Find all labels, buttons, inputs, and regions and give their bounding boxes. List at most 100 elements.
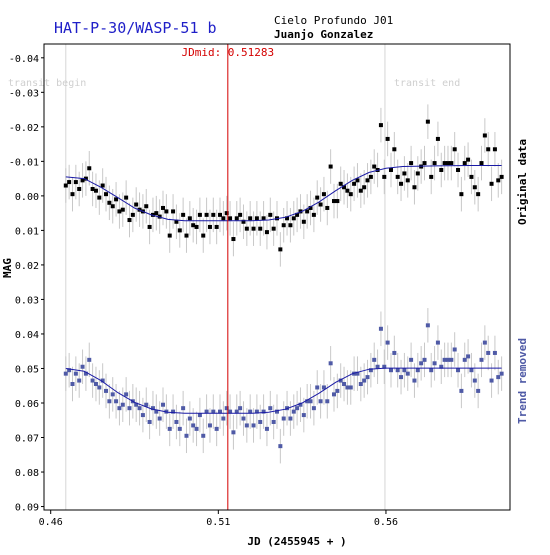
trend-data-point: [268, 406, 273, 411]
original-data-point: [482, 133, 487, 138]
trend-data-point: [382, 364, 387, 369]
trend-data-point: [476, 388, 481, 393]
original-data-point: [385, 136, 390, 141]
trend-data-point: [342, 382, 347, 387]
trend-data-point: [73, 371, 78, 376]
trend-data-point: [107, 399, 112, 404]
trend-data-point: [221, 416, 226, 421]
y-tick-label: -0.01: [9, 157, 39, 168]
original-data-point: [439, 167, 444, 172]
trend-data-point: [338, 378, 343, 383]
trend-data-point: [231, 430, 236, 435]
trend-data-point: [258, 419, 263, 424]
transit-begin-label: transit begin: [8, 78, 86, 89]
trend-data-point: [191, 423, 196, 428]
original-data-point: [197, 212, 202, 217]
trend-data-point: [345, 385, 350, 390]
trend-data-point: [315, 385, 320, 390]
original-data-point: [207, 224, 212, 229]
y-tick-label: 0.08: [15, 468, 39, 479]
original-data-point: [154, 211, 159, 216]
original-data-point: [445, 161, 450, 166]
trend-data-point: [87, 357, 92, 362]
trend-data-point: [194, 426, 199, 431]
trend-data-point: [177, 426, 182, 431]
original-data-point: [318, 202, 323, 207]
trend-data-point: [388, 368, 393, 373]
trend-data-point: [93, 382, 98, 387]
trend-data-point: [204, 409, 209, 414]
trend-data-point: [479, 357, 484, 362]
trend-data-point: [174, 419, 179, 424]
trend-data-point: [197, 413, 202, 418]
original-data-point: [472, 185, 477, 190]
original-data-point: [77, 186, 82, 191]
trend-data-point: [218, 409, 223, 414]
x-tick-label: 0.51: [206, 517, 230, 528]
trend-data-point: [124, 392, 129, 397]
trend-data-point: [318, 399, 323, 404]
original-data-point: [392, 147, 397, 152]
trend-data-point: [452, 347, 457, 352]
trend-data-point: [100, 378, 105, 383]
trend-data-point: [248, 409, 253, 414]
trend-data-point: [442, 357, 447, 362]
original-data-point: [358, 188, 363, 193]
original-data-point: [311, 212, 316, 217]
original-data-point: [405, 178, 410, 183]
trend-data-point: [331, 392, 336, 397]
trend-data-point: [355, 371, 360, 376]
original-data-point: [382, 174, 387, 179]
y-tick-label: 0.07: [15, 434, 39, 445]
trend-data-point: [415, 368, 420, 373]
trend-data-point: [469, 368, 474, 373]
trend-data-point: [110, 392, 115, 397]
trend-data-point: [308, 399, 313, 404]
trend-data-point: [405, 371, 410, 376]
original-data-point: [425, 119, 430, 124]
x-axis-label: JD (2455945 + ): [247, 535, 346, 548]
trend-data-point: [214, 426, 219, 431]
trend-data-point: [161, 402, 166, 407]
y-tick-label: -0.04: [9, 54, 39, 65]
y-tick-label: 0.02: [15, 261, 39, 272]
original-data-point: [348, 192, 353, 197]
trend-data-point: [288, 416, 293, 421]
observatory-name: Cielo Profundo J01: [274, 14, 393, 27]
trend-data-point: [137, 406, 142, 411]
original-data-point: [449, 161, 454, 166]
trend-data-point: [271, 419, 276, 424]
original-data-point: [388, 167, 393, 172]
trend-data-point: [80, 364, 85, 369]
trend-data-point: [372, 357, 377, 362]
trend-data-point: [305, 399, 310, 404]
trend-data-point: [150, 406, 155, 411]
original-data-point: [476, 192, 481, 197]
x-tick-label: 0.56: [374, 517, 398, 528]
original-data-point: [378, 123, 383, 128]
y-tick-label: 0.01: [15, 226, 39, 237]
original-data-point: [114, 197, 119, 202]
original-data-label: Original data: [516, 139, 529, 225]
original-data-point: [335, 199, 340, 204]
trend-data-point: [154, 409, 159, 414]
trend-data-point: [184, 433, 189, 438]
original-data-point: [462, 161, 467, 166]
trend-data-point: [275, 409, 279, 414]
trend-data-point: [127, 406, 132, 411]
trend-data-point: [439, 364, 444, 369]
trend-data-point: [385, 340, 390, 345]
original-data-point: [181, 212, 186, 217]
original-data-point: [271, 226, 276, 231]
trend-data-point: [399, 375, 404, 380]
trend-data-point: [134, 402, 139, 407]
trend-model-curve: [65, 367, 502, 414]
original-data-point: [435, 136, 440, 141]
original-data-point: [90, 186, 95, 191]
trend-data-point: [281, 416, 286, 421]
trend-data-point: [375, 364, 380, 369]
original-data-point: [422, 161, 427, 166]
original-data-point: [264, 230, 269, 235]
original-data-point: [184, 233, 189, 238]
original-data-point: [238, 212, 243, 217]
